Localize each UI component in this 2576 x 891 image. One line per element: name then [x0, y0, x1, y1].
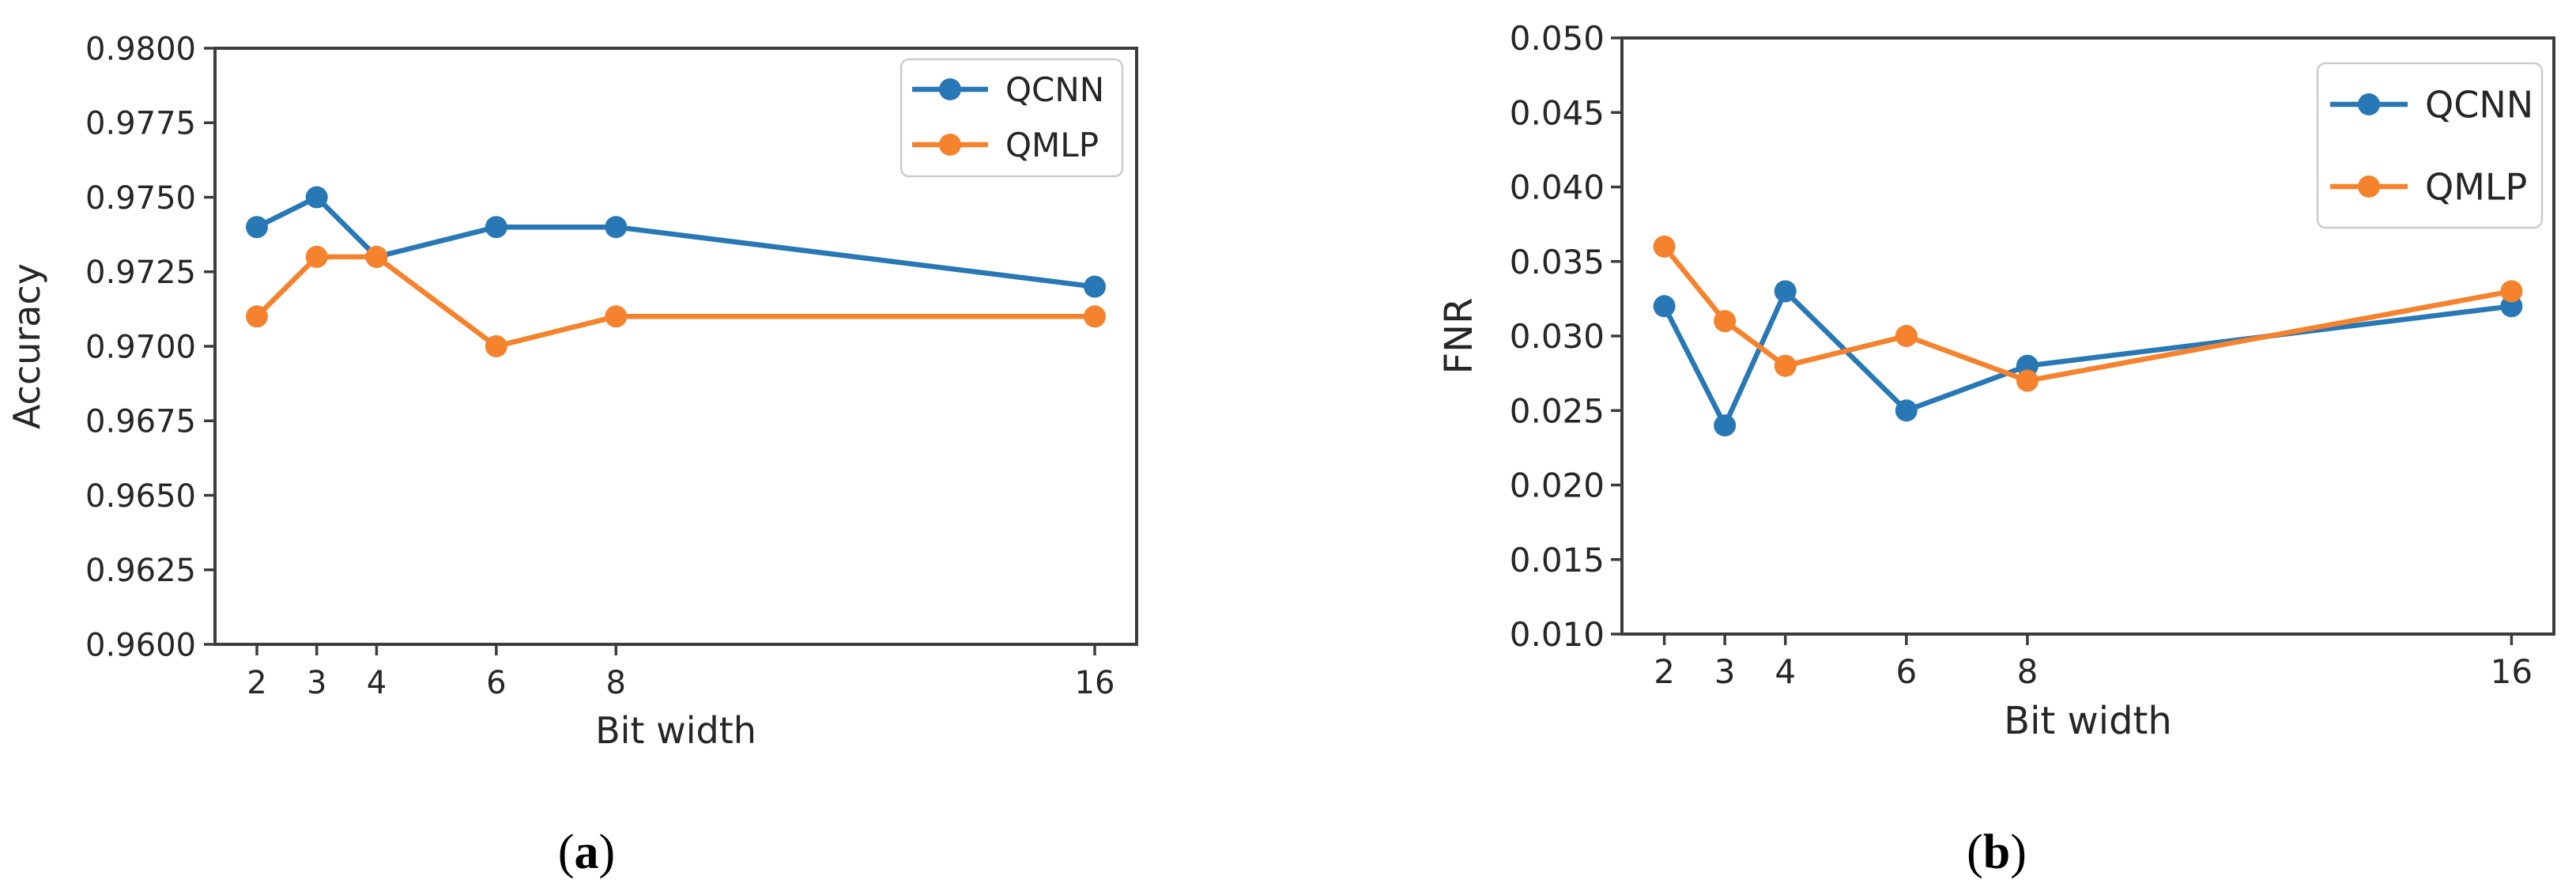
data-point-qmlp-x3	[1714, 310, 1737, 333]
legend-label-qmlp: QMLP	[1005, 126, 1099, 164]
caption-paren-close: )	[2010, 825, 2027, 879]
data-point-qmlp-x16	[1084, 305, 1106, 328]
data-point-qmlp-x3	[305, 245, 328, 268]
legend-sample-marker-qcnn	[939, 78, 961, 100]
x-tick-label: 4	[367, 665, 387, 701]
data-point-qmlp-x4	[1774, 354, 1797, 377]
data-point-qcnn-x2	[1653, 295, 1676, 318]
data-point-qmlp-x16	[2500, 280, 2523, 303]
y-tick-label: 0.050	[1510, 19, 1605, 58]
data-point-qmlp-x8	[2016, 369, 2039, 392]
data-point-qcnn-x6	[1895, 399, 1918, 422]
data-point-qmlp-x6	[485, 335, 507, 357]
x-tick-label: 2	[1654, 652, 1675, 691]
data-point-qmlp-x6	[1895, 325, 1918, 347]
y-tick-label: 0.035	[1510, 243, 1605, 281]
caption-paren-close: )	[599, 825, 616, 879]
legend-label-qcnn: QCNN	[2425, 84, 2533, 126]
y-tick-label: 0.9675	[85, 404, 196, 440]
data-point-qcnn-x4	[1774, 280, 1797, 303]
y-tick-label: 0.015	[1510, 541, 1605, 580]
caption-b: (b)	[1967, 825, 2027, 879]
x-axis-label: Bit width	[595, 709, 756, 752]
legend-label-qcnn: QCNN	[1005, 70, 1104, 109]
y-tick-label: 0.9650	[85, 478, 196, 515]
x-tick-label: 16	[2491, 652, 2533, 691]
panel-a: 0.9600 0.9625 0.9650 0.9675 0.9700 0.9725 0.97…	[6, 31, 1138, 879]
data-point-qcnn-x3	[1714, 414, 1737, 437]
y-tick-label: 0.040	[1510, 168, 1605, 207]
y-tick-label: 0.9700	[85, 329, 196, 365]
data-point-qmlp-x2	[1653, 235, 1676, 258]
x-tick-label: 6	[1895, 652, 1917, 691]
caption-letter: b	[1983, 825, 2010, 879]
data-point-qcnn-x16	[1084, 275, 1106, 298]
data-point-qmlp-x8	[605, 305, 628, 328]
legend-sample-marker-qcnn	[2358, 93, 2380, 115]
data-point-qmlp-x4	[365, 245, 388, 268]
x-tick-label: 8	[2017, 652, 2039, 691]
series-line-qmlp-a	[254, 254, 1098, 349]
series-line-qmlp-b	[1661, 244, 2514, 383]
x-tick-label: 3	[307, 665, 326, 701]
y-tick-label: 0.045	[1510, 93, 1605, 132]
caption-a: (a)	[558, 825, 615, 879]
y-tick-label: 0.9625	[85, 553, 196, 589]
y-axis-label: Accuracy	[6, 263, 48, 429]
x-tick-label: 2	[247, 665, 266, 701]
x-tick-label: 16	[1075, 665, 1115, 701]
data-point-qcnn-x3	[305, 186, 328, 209]
series-line-qcnn-a	[254, 194, 1098, 289]
y-tick-label: 0.9600	[85, 627, 196, 663]
legend-sample-marker-qmlp	[939, 134, 961, 156]
data-point-qcnn-x8	[605, 216, 628, 239]
y-tick-label: 0.010	[1510, 615, 1605, 654]
data-point-qcnn-x6	[485, 216, 507, 239]
x-tick-label: 4	[1775, 652, 1796, 691]
y-axis-label: FNR	[1437, 298, 1481, 375]
caption-paren-open: (	[558, 825, 575, 879]
y-tick-label: 0.020	[1510, 466, 1605, 505]
y-tick-label: 0.9750	[85, 180, 196, 217]
legend-sample-marker-qmlp	[2358, 176, 2380, 198]
x-tick-label: 6	[486, 665, 506, 701]
data-point-qcnn-x2	[246, 216, 268, 239]
y-tick-label: 0.9775	[85, 106, 196, 142]
data-point-qmlp-x2	[246, 305, 268, 328]
x-axis-label: Bit width	[2004, 699, 2172, 743]
y-tick-label: 0.9800	[85, 31, 196, 67]
y-tick-label: 0.9725	[85, 255, 196, 291]
caption-letter: a	[575, 825, 599, 879]
legend-label-qmlp: QMLP	[2425, 166, 2527, 209]
y-tick-label: 0.025	[1510, 391, 1605, 430]
caption-paren-open: (	[1967, 825, 1983, 879]
panel-b: 0.010 0.015 0.020 0.025 0.030 0.035 0.040 0.045…	[1437, 19, 2555, 879]
y-tick-label: 0.030	[1510, 317, 1605, 356]
x-tick-label: 3	[1714, 652, 1736, 691]
x-tick-label: 8	[606, 665, 626, 701]
